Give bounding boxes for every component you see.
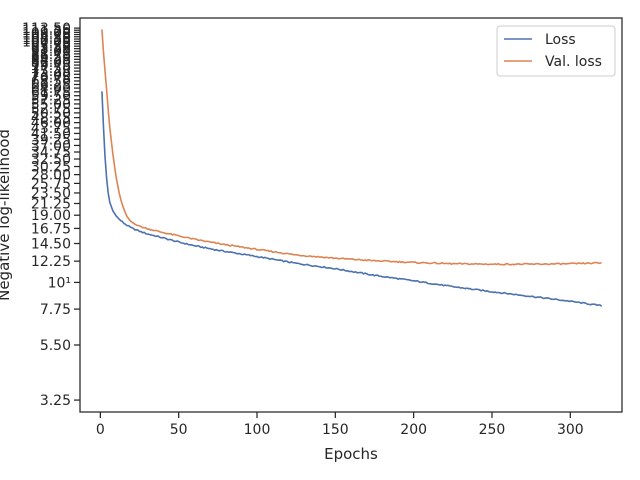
y-tick-label: 7.75 — [40, 302, 71, 318]
y-tick-label: 5.50 — [40, 338, 71, 354]
y-tick-label: 93.25 — [31, 42, 71, 58]
y-tick-label: 25.75 — [31, 176, 71, 192]
y-tick-label: 70.75 — [31, 71, 71, 87]
x-tick-label: 0 — [96, 422, 105, 438]
x-tick-label: 250 — [479, 422, 506, 438]
y-axis: 3.25 5.50 7.75 10¹ 12.2514.5016.7519.0021.25… — [22, 21, 80, 409]
y-tick-label: 39.25 — [31, 132, 71, 148]
y-tick-label: 66.25 — [31, 77, 71, 93]
y-tick-label: 23.50 — [31, 186, 71, 202]
y-tick-label: 12.25 — [31, 254, 71, 270]
x-tick-label: 200 — [400, 422, 427, 438]
series-line-1 — [101, 29, 602, 266]
y-tick-label: 10¹ — [48, 275, 71, 291]
y-tick-label: 14.50 — [31, 237, 71, 253]
y-tick-label: 34.75 — [31, 145, 71, 161]
legend-label: Val. loss — [545, 54, 602, 70]
y-tick-label: 109.00 — [22, 25, 71, 41]
x-axis-label: Epochs — [324, 445, 378, 463]
series-line-0 — [101, 91, 603, 307]
y-tick-label: 104.50 — [22, 30, 71, 46]
x-tick-label: 300 — [557, 422, 584, 438]
y-tick-label: 16.75 — [31, 221, 71, 237]
y-tick-label: 91.00 — [31, 44, 71, 60]
y-tick-label: 79.75 — [31, 58, 71, 74]
y-tick-label: 113.50 — [22, 21, 71, 37]
legend-label: Loss — [545, 32, 576, 48]
y-tick-label: 86.50 — [31, 50, 71, 66]
y-tick-label: 64.00 — [31, 81, 71, 97]
y-tick-label: 21.25 — [31, 197, 71, 213]
y-tick-label: 95.50 — [31, 39, 71, 55]
x-axis: 0 50 100 150 200 250 300 — [96, 412, 584, 438]
y-tick-label: 37.00 — [31, 138, 71, 154]
y-tick-label: 97.75 — [31, 37, 71, 53]
y-tick-label: 59.50 — [31, 89, 71, 105]
y-tick-label: 50.50 — [31, 106, 71, 122]
y-tick-label: 102.25 — [22, 32, 71, 48]
y-tick-label: 82.00 — [31, 55, 71, 71]
y-tick-label: 48.25 — [31, 111, 71, 127]
y-tick-label: 3.25 — [40, 393, 71, 409]
y-tick-label: 106.75 — [22, 28, 71, 44]
y-tick-label: 75.25 — [31, 64, 71, 80]
y-tick-label: 77.50 — [31, 61, 71, 77]
y-tick-label: 111.25 — [22, 23, 71, 39]
y-tick-label: 32.50 — [31, 152, 71, 168]
y-tick-label: 84.25 — [31, 52, 71, 68]
y-tick-label: 100.00 — [22, 34, 71, 50]
y-tick-label: 57.25 — [31, 93, 71, 109]
x-tick-label: 150 — [322, 422, 349, 438]
y-tick-label: 73.00 — [31, 67, 71, 83]
x-tick-label: 100 — [244, 422, 271, 438]
y-axis-label: Negative log-likelihood — [0, 129, 13, 301]
y-tick-label: 19.00 — [31, 208, 71, 224]
series-layer — [101, 29, 603, 307]
legend-entries: Loss Val. loss — [504, 32, 602, 70]
y-tick-label: 43.75 — [31, 121, 71, 137]
y-tick-label: 41.50 — [31, 126, 71, 142]
y-tick-label: 88.75 — [31, 47, 71, 63]
y-tick-label: 46.00 — [31, 116, 71, 132]
legend: Loss Val. loss — [496, 25, 616, 77]
y-tick-label: 30.25 — [31, 160, 71, 176]
y-tick-label: 61.75 — [31, 85, 71, 101]
y-tick-label: 68.50 — [31, 74, 71, 90]
x-tick-label: 50 — [170, 422, 188, 438]
y-tick-label: 28.00 — [31, 168, 71, 184]
y-tick-label: 52.75 — [31, 101, 71, 117]
y-tick-label: 55.00 — [31, 97, 71, 113]
